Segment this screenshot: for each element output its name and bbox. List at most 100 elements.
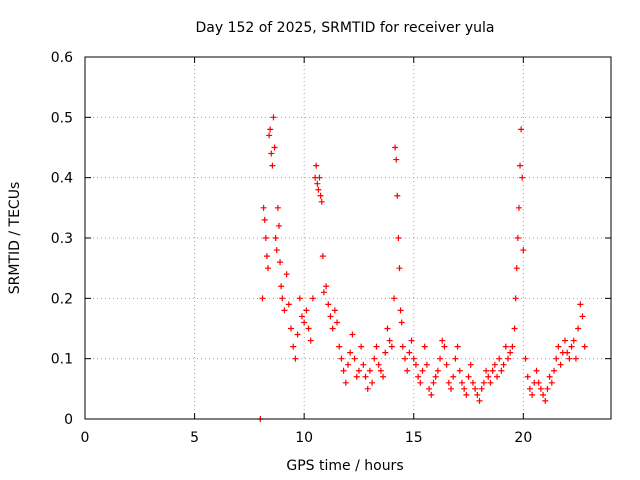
data-point: [428, 391, 435, 398]
data-point: [553, 355, 560, 362]
data-point: [454, 343, 461, 350]
data-point: [526, 385, 533, 392]
data-point: [423, 361, 430, 368]
data-point: [529, 391, 536, 398]
data-point: [487, 379, 494, 386]
data-point: [303, 307, 310, 314]
data-point: [274, 204, 281, 211]
data-point: [404, 367, 411, 374]
data-point: [465, 373, 472, 380]
data-point: [338, 355, 345, 362]
data-point: [564, 349, 571, 356]
data-point: [544, 385, 551, 392]
data-point: [317, 192, 324, 199]
data-point: [325, 301, 332, 308]
data-point: [358, 343, 365, 350]
data-point: [561, 337, 568, 344]
data-point: [504, 355, 511, 362]
data-point: [439, 337, 446, 344]
data-point: [542, 397, 549, 404]
data-point: [517, 162, 524, 169]
y-tick-label: 0.4: [51, 171, 73, 187]
data-point: [342, 379, 349, 386]
data-point: [463, 391, 470, 398]
data-point: [270, 114, 277, 121]
data-point: [419, 367, 426, 374]
data-point: [309, 295, 316, 302]
data-point: [298, 313, 305, 320]
data-point: [362, 373, 369, 380]
data-point: [421, 343, 428, 350]
data-point: [519, 174, 526, 181]
data-point: [437, 355, 444, 362]
data-point: [394, 192, 401, 199]
data-point: [355, 367, 362, 374]
plot-frame: [84, 56, 612, 420]
data-point: [296, 295, 303, 302]
data-point: [535, 379, 542, 386]
data-point: [269, 162, 276, 169]
data-point: [336, 343, 343, 350]
data-point: [408, 337, 415, 344]
x-tick-label: 15: [405, 430, 423, 446]
data-point: [265, 265, 272, 272]
x-tick-label: 5: [190, 430, 199, 446]
data-point: [278, 283, 285, 290]
data-point: [279, 295, 286, 302]
data-point: [319, 253, 326, 260]
data-point: [366, 367, 373, 374]
data-point: [507, 349, 514, 356]
y-tick-label: 0.6: [51, 50, 73, 66]
data-point: [537, 385, 544, 392]
data-point: [260, 204, 267, 211]
data-point: [478, 385, 485, 392]
data-point: [415, 373, 422, 380]
data-point: [518, 126, 525, 133]
y-tick-label: 0.5: [51, 110, 73, 126]
data-point: [522, 355, 529, 362]
data-point: [476, 397, 483, 404]
y-tick-label: 0.3: [51, 231, 73, 247]
data-point: [480, 379, 487, 386]
data-point: [327, 313, 334, 320]
data-point: [315, 186, 322, 193]
data-point: [266, 132, 273, 139]
data-point: [375, 361, 382, 368]
data-point: [456, 367, 463, 374]
data-point: [450, 373, 457, 380]
data-point: [340, 367, 347, 374]
data-point: [272, 235, 279, 241]
data-point: [483, 367, 490, 374]
data-point: [347, 349, 354, 356]
data-point: [514, 235, 521, 241]
data-point: [345, 361, 351, 368]
data-point: [314, 180, 321, 187]
x-tick-label: 20: [514, 430, 532, 446]
data-point: [281, 307, 288, 314]
data-point: [555, 343, 562, 350]
data-point: [474, 391, 481, 398]
chart-title: Day 152 of 2025, SRMTID for receiver yul…: [195, 20, 494, 36]
data-point: [496, 355, 503, 362]
data-point: [294, 331, 301, 338]
data-point: [388, 343, 395, 350]
data-point: [349, 331, 356, 338]
data-point: [271, 144, 278, 151]
data-point: [396, 265, 403, 272]
data-point: [467, 361, 474, 368]
data-point: [432, 373, 439, 380]
data-point: [369, 379, 376, 386]
data-point: [502, 343, 509, 350]
data-point: [485, 373, 492, 380]
grid: [85, 57, 611, 419]
data-point: [391, 295, 398, 302]
data-point: [511, 325, 518, 332]
data-point: [513, 265, 520, 272]
data-point: [461, 385, 468, 392]
data-point: [546, 373, 553, 380]
data-point: [386, 337, 393, 344]
data-point: [491, 361, 498, 368]
data-point: [277, 259, 284, 266]
data-point: [406, 349, 413, 356]
data-point: [318, 198, 325, 205]
